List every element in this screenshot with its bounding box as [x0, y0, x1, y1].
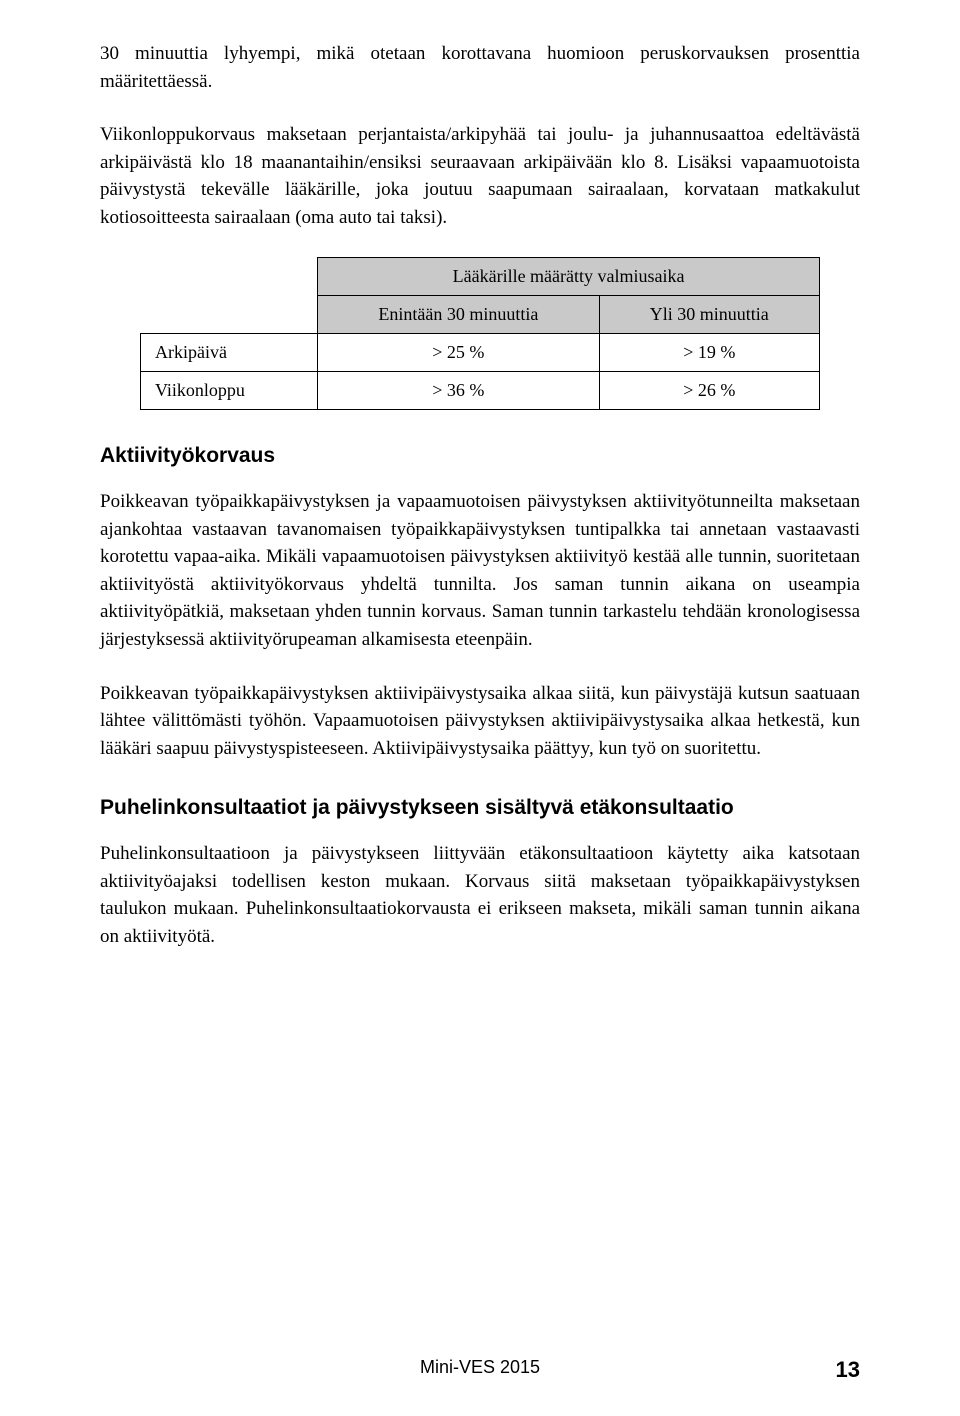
- document-page: 30 minuuttia lyhyempi, mikä otetaan koro…: [0, 0, 960, 1416]
- paragraph-intro-1: 30 minuuttia lyhyempi, mikä otetaan koro…: [100, 40, 860, 95]
- table-cell: > 26 %: [599, 372, 819, 410]
- table-row-label: Viikonloppu: [141, 372, 318, 410]
- table-cell: > 25 %: [318, 334, 599, 372]
- table-col-header-2: Yli 30 minuuttia: [599, 296, 819, 334]
- table-row: Viikonloppu > 36 % > 26 %: [141, 372, 820, 410]
- blank-corner-cell: [141, 258, 318, 296]
- table-cell: > 36 %: [318, 372, 599, 410]
- table-row: Arkipäivä > 25 % > 19 %: [141, 334, 820, 372]
- table-row-label: Arkipäivä: [141, 334, 318, 372]
- footer-page-number: 13: [836, 1357, 860, 1383]
- heading-puhelinkonsultaatiot: Puhelinkonsultaatiot ja päivystykseen si…: [100, 796, 860, 820]
- paragraph-aktiivi-1: Poikkeavan työpaikkapäivystyksen ja vapa…: [100, 488, 860, 653]
- blank-corner-cell: [141, 296, 318, 334]
- table-row: Enintään 30 minuuttia Yli 30 minuuttia: [141, 296, 820, 334]
- footer-title: Mini-VES 2015: [420, 1357, 540, 1377]
- paragraph-puhelin-1: Puhelinkonsultaatioon ja päivystykseen l…: [100, 840, 860, 950]
- paragraph-aktiivi-2: Poikkeavan työpaikkapäivystyksen aktiivi…: [100, 680, 860, 763]
- page-footer: Mini-VES 2015 13: [0, 1357, 960, 1378]
- paragraph-intro-2: Viikonloppukorvaus maksetaan perjantaist…: [100, 121, 860, 231]
- heading-aktiivityokorvaus: Aktiivityökorvaus: [100, 444, 860, 468]
- table-span-header: Lääkärille määrätty valmiusaika: [318, 258, 820, 296]
- table-row: Lääkärille määrätty valmiusaika: [141, 258, 820, 296]
- table-cell: > 19 %: [599, 334, 819, 372]
- valmiusaika-table-wrap: Lääkärille määrätty valmiusaika Enintään…: [140, 257, 820, 410]
- valmiusaika-table: Lääkärille määrätty valmiusaika Enintään…: [140, 257, 820, 410]
- table-col-header-1: Enintään 30 minuuttia: [318, 296, 599, 334]
